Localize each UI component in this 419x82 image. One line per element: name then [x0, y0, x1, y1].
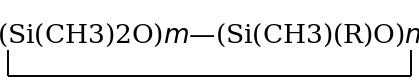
Text: (Si(CH3)2O)$\it{m}$—(Si(CH3)(R)O)$\it{n}$: (Si(CH3)2O)$\it{m}$—(Si(CH3)(R)O)$\it{n}…	[0, 22, 419, 49]
